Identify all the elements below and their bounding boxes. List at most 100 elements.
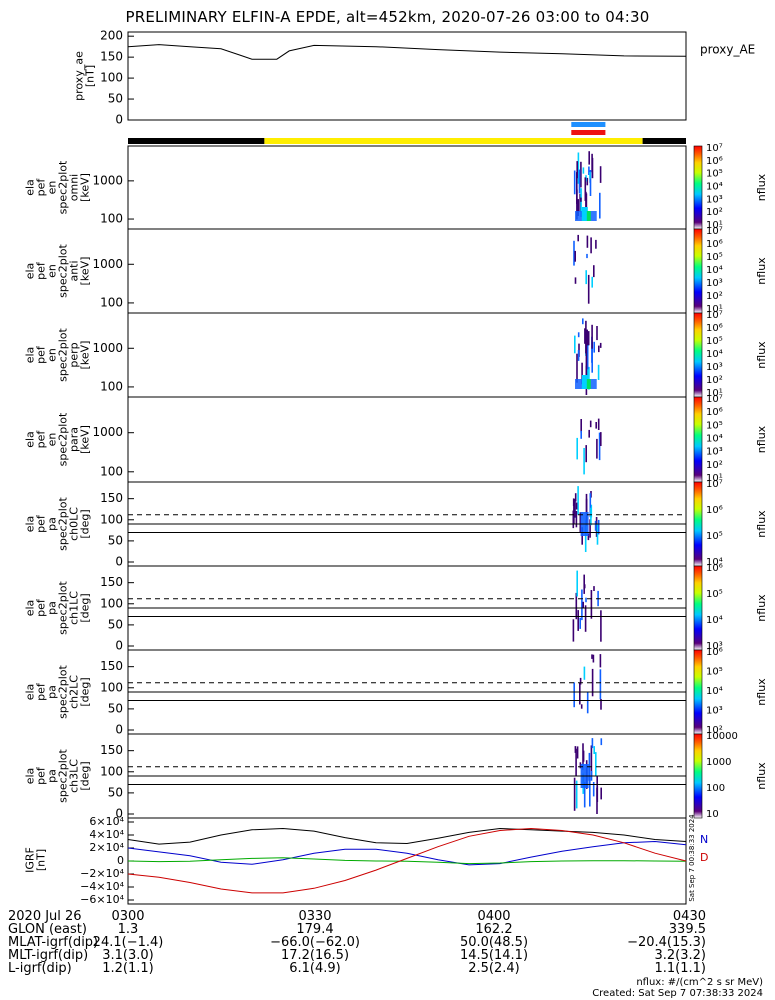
panel-ch3-tick-label: 100 — [100, 764, 123, 778]
panel-perp-ylabel: [keV] — [79, 341, 92, 370]
proxy-ae-ylabel: proxy_ae — [73, 51, 86, 101]
panel-anti-streak — [591, 276, 593, 288]
panel-perp-colorbar-label: 10³ — [706, 362, 723, 373]
igrf-tick-label: −4×10⁴ — [80, 880, 124, 893]
panel-ch1-tick-label: 100 — [100, 596, 123, 610]
panel-ch2-streak — [583, 666, 586, 680]
panel-para-tick-label: 100 — [100, 464, 123, 478]
panel-ch3-tick-label: 0 — [115, 807, 123, 821]
panel-perp-colorbar-label: 10⁴ — [706, 349, 723, 360]
panel-omni-ylabel: pef — [35, 178, 48, 197]
panel-omni-tick-label: 1000 — [92, 173, 123, 187]
panel-anti-ylabel: anti — [68, 260, 81, 281]
panel-perp-streak — [585, 344, 588, 376]
panel-perp-colorbar-label: 10¹ — [706, 388, 723, 399]
panel-perp-ylabel: pef — [35, 345, 48, 364]
panel-perp-colorbar-label: 10² — [706, 375, 723, 386]
panel-omni-streak — [578, 169, 581, 194]
panel-ch3-streak — [576, 746, 579, 759]
panel-para-colorbar-label: 10³ — [706, 447, 723, 458]
panel-omni-colorbar-label: 10³ — [706, 194, 723, 205]
panel-perp-colorbar-label: 10⁵ — [706, 336, 723, 347]
panel-ch1-colorbar-title: nflux — [755, 594, 768, 622]
panel-ch3-colorbar-title: nflux — [755, 762, 768, 790]
panel-ch1-tick-label: 150 — [100, 575, 123, 589]
panel-ch3-streak — [582, 743, 584, 768]
panel-omni-streak — [586, 177, 589, 186]
panel-ch2-tick-label: 50 — [108, 701, 123, 715]
panel-ch2-colorbar-label: 10² — [706, 725, 723, 736]
igrf-tick-label: −6×10⁴ — [80, 893, 124, 906]
panel-ch1-streak — [581, 589, 583, 621]
panel-para-colorbar-label: 10¹ — [706, 473, 723, 484]
panel-ch0-streak — [595, 517, 598, 537]
panel-ch3-streak — [575, 748, 577, 777]
proxy-ae-ylabel: [nT] — [84, 65, 97, 87]
panel-omni-peak — [586, 211, 591, 221]
status-bar-blue — [571, 122, 606, 127]
panel-ch0-ylabel: [deg] — [79, 509, 92, 538]
panel-anti-streak — [577, 234, 579, 242]
panel-ch0-streak — [575, 511, 578, 528]
panel-omni-colorbar-label: 10¹ — [706, 220, 723, 231]
panel-ch3-ylabel: ela — [24, 768, 37, 785]
panel-ch3-streak — [596, 786, 599, 802]
panel-ch1-streak — [577, 610, 579, 631]
igrf-tick-label: 0 — [117, 854, 124, 867]
panel-perp-streak — [584, 328, 586, 344]
panel-para-colorbar-label: 10² — [706, 460, 723, 471]
panel-ch0-streak — [589, 493, 592, 518]
panel-anti-streak — [574, 277, 577, 284]
panel-ch2-colorbar — [693, 649, 703, 735]
igrf-tick-label: 4×10⁴ — [89, 828, 124, 841]
panel-ch1-ylabel: [deg] — [79, 593, 92, 622]
panel-ch0-ylabel: spec2plot — [57, 497, 70, 551]
proxy-ae-tick-label: 0 — [115, 113, 123, 127]
panel-ch2-streak — [591, 668, 594, 697]
panel-omni-streak — [599, 166, 602, 183]
panel-ch3-tick-label: 50 — [108, 785, 123, 799]
panel-omni-colorbar-label: 10² — [706, 207, 723, 218]
panel-omni-streak — [588, 166, 590, 175]
panel-omni-streak — [580, 188, 582, 218]
panel-ch0-colorbar — [693, 481, 703, 567]
panel-ch2-ylabel: pa — [46, 685, 59, 699]
panel-omni-streak — [599, 192, 601, 219]
panel-omni-colorbar-title: nflux — [755, 173, 768, 201]
panel-ch0-streak — [597, 519, 600, 535]
panel-ch2-streak — [600, 699, 602, 710]
panel-anti-tick-label: 1000 — [92, 257, 123, 271]
panel-ch1-streak — [600, 610, 602, 642]
panel-ch1-streak — [582, 601, 584, 609]
igrf-legend-d: D — [700, 851, 708, 864]
panel-perp-streak — [597, 364, 600, 380]
panel-ch0-streak — [577, 486, 579, 515]
panel-omni-streak — [580, 197, 582, 202]
panel-para-streak — [597, 418, 600, 430]
panel-para-streak — [580, 419, 582, 433]
panel-ch1-streak — [590, 590, 593, 619]
panel-omni-streak — [576, 172, 578, 204]
panel-perp-streak — [599, 342, 602, 348]
panel-para-colorbar — [693, 396, 703, 483]
panel-para-ylabel: [keV] — [79, 425, 92, 454]
panel-perp-frame — [127, 312, 687, 398]
panel-para-streak — [585, 445, 587, 463]
panel-ch1-streak — [593, 586, 595, 591]
panel-ch3-streak — [592, 782, 595, 797]
panel-perp-colorbar-label: 10⁷ — [706, 310, 723, 321]
panel-ch2-streak — [599, 654, 602, 668]
panel-ch0-colorbar-title: nflux — [755, 510, 768, 538]
proxy-ae-tick-label: 200 — [100, 29, 123, 43]
panel-ch3-streak — [575, 780, 578, 809]
panel-ch3-colorbar — [693, 733, 703, 819]
panel-anti-streak — [593, 265, 595, 278]
panel-ch1-streak — [579, 617, 581, 629]
panel-anti-ylabel: pef — [35, 261, 48, 280]
panel-anti-streak — [586, 235, 589, 248]
panel-ch3-ylabel: spec2plot — [57, 749, 70, 803]
panel-omni-streak — [585, 193, 588, 215]
panel-para-ylabel: pef — [35, 430, 48, 449]
panel-perp-colorbar-title: nflux — [755, 341, 768, 369]
panel-perp-colorbar-label: 10⁶ — [706, 323, 723, 334]
